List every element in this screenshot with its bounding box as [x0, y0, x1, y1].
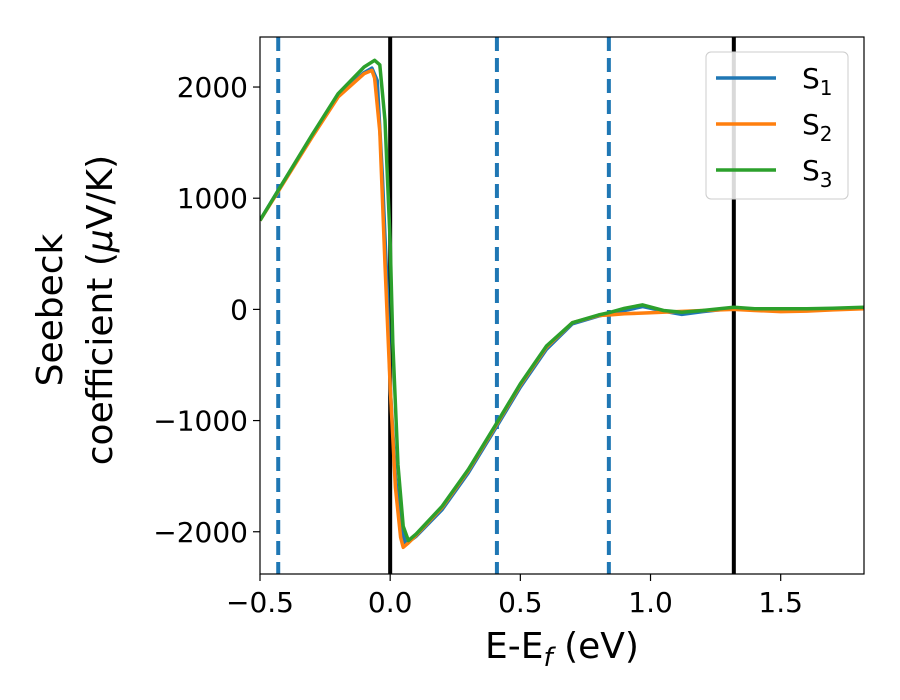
legend-label-s3: S3: [802, 154, 833, 192]
y-tick-label: −2000: [153, 516, 248, 549]
legend-box: [705, 51, 849, 200]
legend-label-s2: S2: [802, 108, 833, 146]
x-tick-label: 0.5: [498, 586, 543, 619]
x-tick-label: 1.0: [628, 586, 673, 619]
axis-labels: E-Ef (eV) Seebeck coefficient (μV/K): [30, 155, 639, 673]
y-axis-label-line2: coefficient (μV/K): [80, 155, 121, 465]
y-tick-label: 2000: [177, 71, 248, 104]
series-line-s3: [260, 58, 864, 543]
y-tick-label: 0: [230, 293, 248, 326]
x-tick-label: −0.5: [226, 586, 294, 619]
legend: S1 S2 S3: [705, 51, 849, 200]
axes-frame: [259, 36, 865, 575]
y-tick-label: −1000: [153, 405, 248, 438]
x-axis-label: E-Ef (eV): [485, 626, 639, 673]
x-tick-label: 1.5: [758, 586, 803, 619]
y-axis-label-line1: Seebeck: [30, 233, 71, 386]
y-axis-label: Seebeck coefficient (μV/K): [30, 155, 121, 465]
series-lines: [260, 58, 864, 550]
axes: −0.5 0.0 0.5 1.0 1.5 −2000 −1000 0 1000 2000: [153, 36, 865, 619]
legend-label-s1: S1: [802, 62, 833, 100]
x-tick-label: 0.0: [368, 586, 413, 619]
y-tick-label: 1000: [177, 182, 248, 215]
